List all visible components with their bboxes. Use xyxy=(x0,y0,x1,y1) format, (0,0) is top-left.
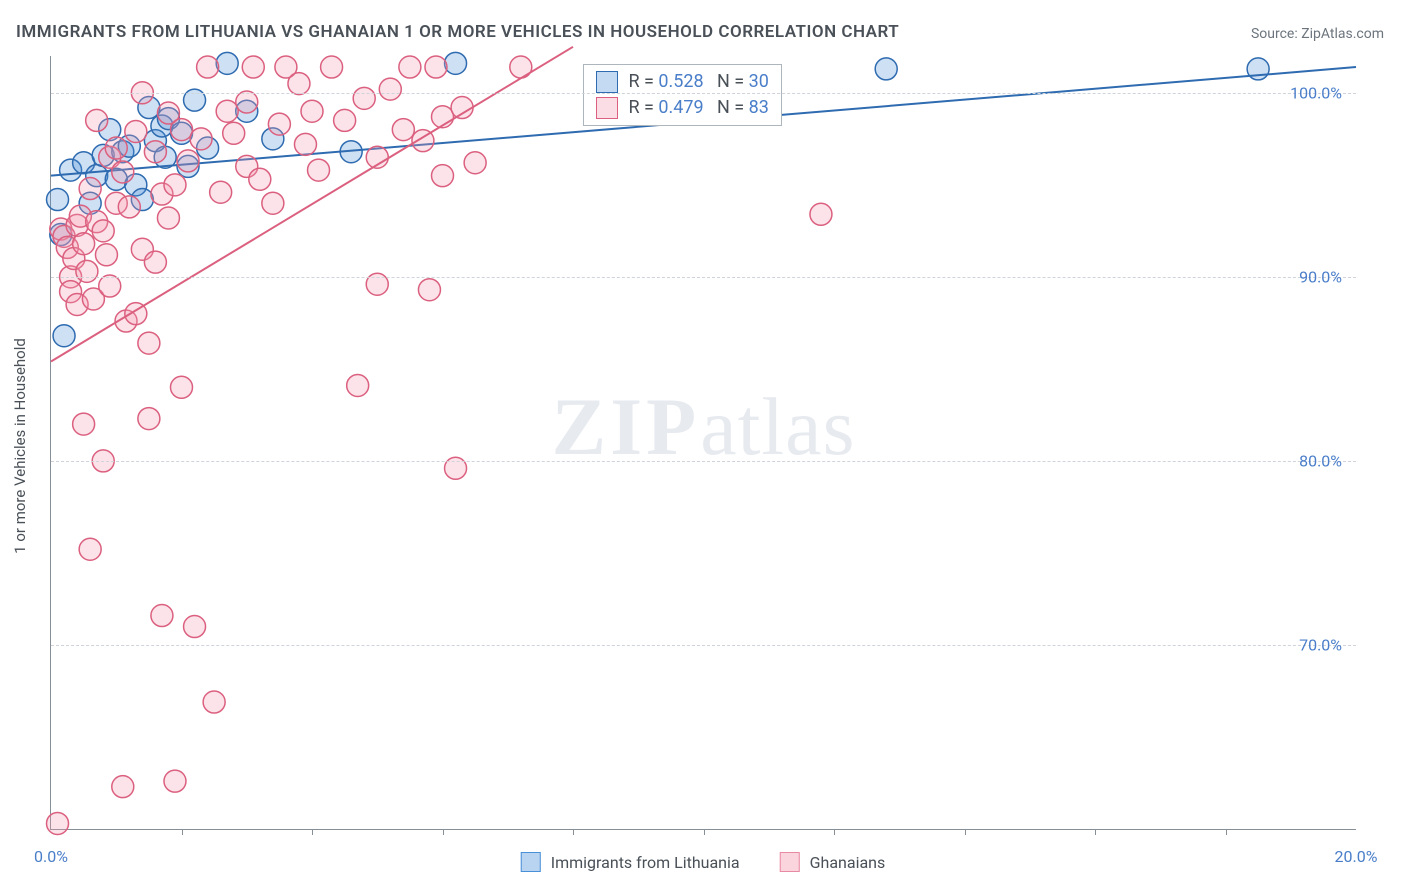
x-tick xyxy=(704,829,705,835)
legend-item: Immigrants from Lithuania xyxy=(521,852,740,872)
data-point xyxy=(321,56,343,78)
data-point xyxy=(353,87,375,109)
x-tick-label: 0.0% xyxy=(34,847,68,866)
data-point xyxy=(301,100,323,122)
x-tick xyxy=(1095,829,1096,835)
data-point xyxy=(118,196,140,218)
y-tick-label: 90.0% xyxy=(1299,267,1342,286)
data-point xyxy=(171,119,193,141)
data-point xyxy=(216,52,238,74)
data-point xyxy=(53,325,75,347)
data-point xyxy=(308,159,330,181)
data-point xyxy=(288,73,310,95)
data-point xyxy=(125,120,147,142)
legend-label: Immigrants from Lithuania xyxy=(551,853,740,872)
data-point xyxy=(47,812,69,834)
data-point xyxy=(294,133,316,155)
data-point xyxy=(810,203,832,225)
legend-stats: R = 0.528 N = 30 xyxy=(628,71,768,92)
data-point xyxy=(144,141,166,163)
data-point xyxy=(73,413,95,435)
data-point xyxy=(236,91,258,113)
legend-stats: R = 0.479 N = 83 xyxy=(628,97,768,118)
legend-swatch xyxy=(521,852,541,872)
x-tick-label: 20.0% xyxy=(1335,847,1378,866)
x-tick xyxy=(834,829,835,835)
x-tick xyxy=(1226,829,1227,835)
data-point xyxy=(144,251,166,273)
x-tick xyxy=(573,829,574,835)
data-point xyxy=(432,165,454,187)
data-point xyxy=(105,137,127,159)
data-point xyxy=(262,192,284,214)
plot-area: ZIPatlas R = 0.528 N = 30R = 0.479 N = 8… xyxy=(50,56,1356,830)
source-attribution: Source: ZipAtlas.com xyxy=(1251,26,1384,42)
gridline-horizontal xyxy=(51,93,1356,94)
data-point xyxy=(445,52,467,74)
data-point xyxy=(347,374,369,396)
data-point xyxy=(210,181,232,203)
data-point xyxy=(184,616,206,638)
data-point xyxy=(95,244,117,266)
data-point xyxy=(86,109,108,131)
legend-item: Ghanaians xyxy=(780,852,886,872)
data-point xyxy=(164,770,186,792)
data-point xyxy=(92,220,114,242)
x-tick xyxy=(312,829,313,835)
series-legend: Immigrants from Lithuania Ghanaians xyxy=(521,852,886,872)
data-point xyxy=(223,122,245,144)
data-point xyxy=(177,150,199,172)
data-point xyxy=(418,279,440,301)
data-point xyxy=(875,58,897,80)
data-point xyxy=(138,332,160,354)
data-point xyxy=(268,113,290,135)
data-point xyxy=(392,119,414,141)
legend-swatch xyxy=(780,852,800,872)
data-point xyxy=(73,233,95,255)
legend-row: R = 0.528 N = 30 xyxy=(596,71,768,93)
x-tick xyxy=(965,829,966,835)
data-point xyxy=(242,56,264,78)
chart-svg xyxy=(51,56,1356,829)
data-point xyxy=(112,776,134,798)
data-point xyxy=(151,605,173,627)
y-tick-label: 70.0% xyxy=(1299,635,1342,654)
data-point xyxy=(138,408,160,430)
data-point xyxy=(464,152,486,174)
data-point xyxy=(171,376,193,398)
gridline-horizontal xyxy=(51,645,1356,646)
data-point xyxy=(425,56,447,78)
data-point xyxy=(216,100,238,122)
legend-swatch xyxy=(596,97,618,119)
data-point xyxy=(112,161,134,183)
legend-row: R = 0.479 N = 83 xyxy=(596,97,768,119)
legend-label: Ghanaians xyxy=(810,853,886,872)
chart-title: IMMIGRANTS FROM LITHUANIA VS GHANAIAN 1 … xyxy=(16,22,899,42)
gridline-horizontal xyxy=(51,461,1356,462)
data-point xyxy=(190,128,212,150)
y-axis-label: 1 or more Vehicles in Household xyxy=(11,338,29,554)
correlation-legend: R = 0.528 N = 30 R = 0.479 N = 83 xyxy=(583,64,781,126)
data-point xyxy=(79,538,101,560)
data-point xyxy=(451,97,473,119)
data-point xyxy=(47,189,69,211)
data-point xyxy=(203,691,225,713)
legend-swatch xyxy=(596,71,618,93)
data-point xyxy=(334,109,356,131)
data-point xyxy=(197,56,219,78)
data-point xyxy=(379,78,401,100)
gridline-horizontal xyxy=(51,277,1356,278)
data-point xyxy=(164,174,186,196)
data-point xyxy=(249,168,271,190)
data-point xyxy=(79,178,101,200)
data-point xyxy=(76,260,98,282)
data-point xyxy=(399,56,421,78)
y-tick-label: 80.0% xyxy=(1299,451,1342,470)
x-tick xyxy=(443,829,444,835)
y-tick-label: 100.0% xyxy=(1290,83,1342,102)
x-tick xyxy=(182,829,183,835)
data-point xyxy=(99,275,121,297)
data-point xyxy=(157,207,179,229)
chart-container: IMMIGRANTS FROM LITHUANIA VS GHANAIAN 1 … xyxy=(0,0,1406,892)
